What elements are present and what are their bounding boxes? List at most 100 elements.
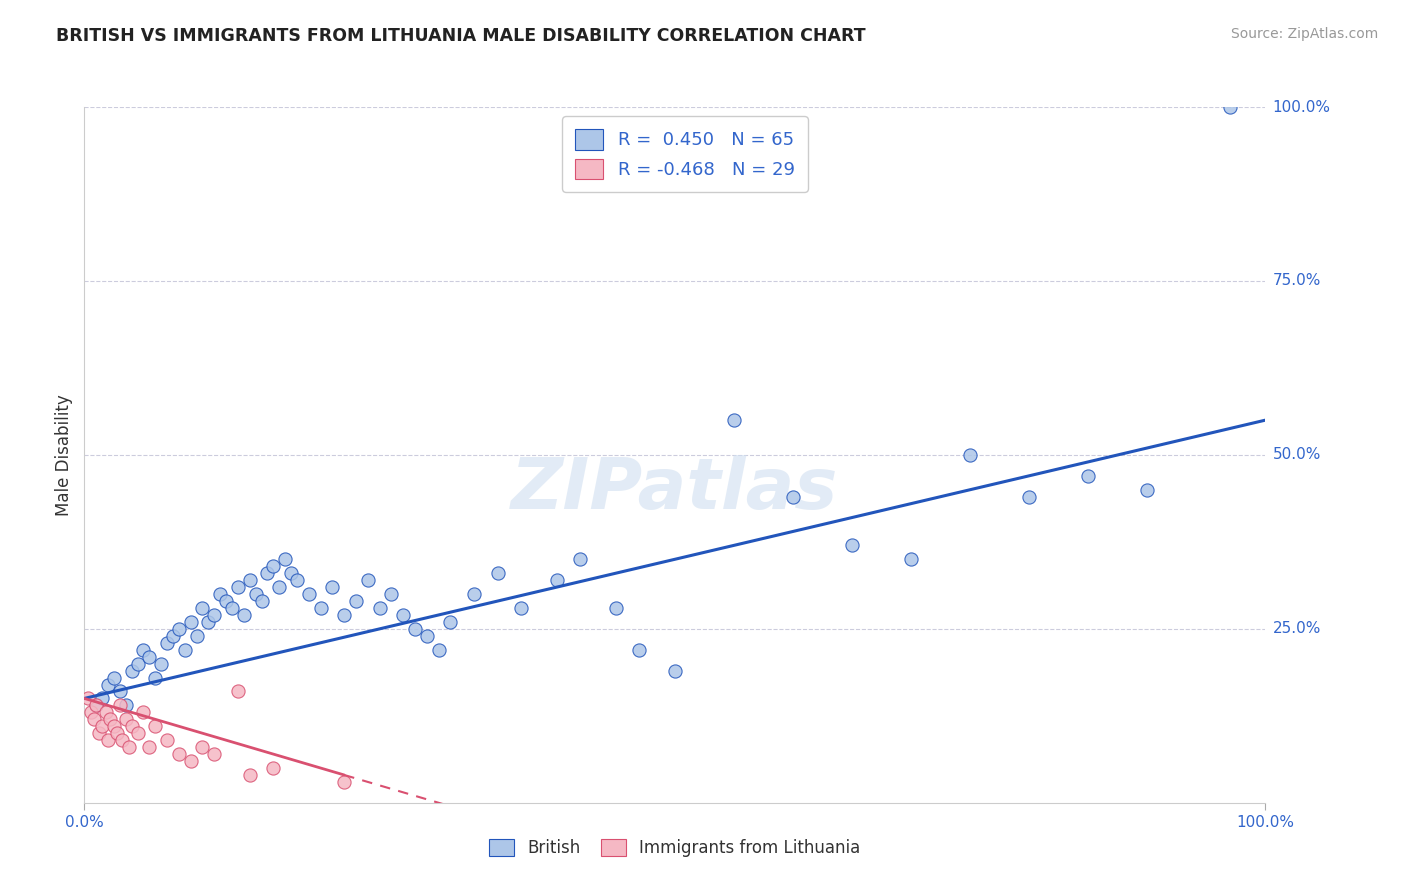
Point <box>569 552 592 566</box>
Point <box>392 607 415 622</box>
Point <box>121 719 143 733</box>
Text: 50.0%: 50.0% <box>1272 448 1320 462</box>
Point <box>84 698 107 713</box>
Point <box>245 587 267 601</box>
Point <box>486 566 509 581</box>
Point <box>298 587 321 601</box>
Point <box>180 615 202 629</box>
Point <box>280 566 302 581</box>
Point <box>197 615 219 629</box>
Point <box>344 594 367 608</box>
Point <box>333 607 356 622</box>
Point <box>215 594 238 608</box>
Point <box>114 712 136 726</box>
Point <box>191 740 214 755</box>
Point <box>239 768 262 782</box>
Point <box>269 580 291 594</box>
Point <box>959 448 981 462</box>
Point <box>333 775 356 789</box>
Legend: British, Immigrants from Lithuania: British, Immigrants from Lithuania <box>482 832 868 864</box>
Point <box>900 552 922 566</box>
Point <box>309 601 332 615</box>
Point <box>91 719 114 733</box>
Point <box>173 642 195 657</box>
Point <box>321 580 343 594</box>
Point <box>427 642 450 657</box>
Point <box>262 761 284 775</box>
Point <box>111 733 134 747</box>
Point <box>605 601 627 615</box>
Point <box>1018 490 1040 504</box>
Point <box>782 490 804 504</box>
Point <box>180 754 202 768</box>
Y-axis label: Male Disability: Male Disability <box>55 394 73 516</box>
Point <box>127 726 149 740</box>
Text: ZIPatlas: ZIPatlas <box>512 455 838 524</box>
Point <box>156 636 179 650</box>
Point <box>94 706 117 720</box>
Point <box>841 538 863 552</box>
Point <box>357 573 380 587</box>
Point <box>664 664 686 678</box>
Point <box>250 594 273 608</box>
Point <box>439 615 461 629</box>
Text: Source: ZipAtlas.com: Source: ZipAtlas.com <box>1230 27 1378 41</box>
Point <box>138 649 160 664</box>
Point <box>232 607 254 622</box>
Point <box>108 684 131 698</box>
Point <box>368 601 391 615</box>
Point <box>262 559 284 574</box>
Point <box>143 719 166 733</box>
Point <box>91 691 114 706</box>
Text: 75.0%: 75.0% <box>1272 274 1320 288</box>
Point <box>239 573 262 587</box>
Point <box>285 573 308 587</box>
Point <box>404 622 426 636</box>
Point <box>723 413 745 427</box>
Point <box>202 607 225 622</box>
Text: 100.0%: 100.0% <box>1272 100 1330 114</box>
Point <box>98 712 121 726</box>
Point <box>108 698 131 713</box>
Point <box>97 677 120 691</box>
Point <box>80 706 103 720</box>
Point <box>132 706 155 720</box>
Point <box>628 642 651 657</box>
Point <box>416 629 439 643</box>
Point <box>1077 468 1099 483</box>
Point <box>1219 100 1241 114</box>
Point <box>226 684 249 698</box>
Point <box>162 629 184 643</box>
Point <box>380 587 402 601</box>
Point <box>84 698 107 713</box>
Point <box>132 642 155 657</box>
Point <box>226 580 249 594</box>
Point <box>87 726 110 740</box>
Point <box>191 601 214 615</box>
Point <box>221 601 243 615</box>
Point <box>118 740 141 755</box>
Point <box>256 566 278 581</box>
Point <box>107 726 129 740</box>
Point <box>274 552 297 566</box>
Point <box>97 733 120 747</box>
Point <box>121 664 143 678</box>
Text: BRITISH VS IMMIGRANTS FROM LITHUANIA MALE DISABILITY CORRELATION CHART: BRITISH VS IMMIGRANTS FROM LITHUANIA MAL… <box>56 27 866 45</box>
Point <box>103 671 125 685</box>
Text: 25.0%: 25.0% <box>1272 622 1320 636</box>
Point <box>138 740 160 755</box>
Point <box>167 622 190 636</box>
Point <box>167 747 190 761</box>
Point <box>1136 483 1159 497</box>
Point <box>156 733 179 747</box>
Point <box>77 691 100 706</box>
Point <box>546 573 568 587</box>
Point <box>143 671 166 685</box>
Point <box>186 629 208 643</box>
Point <box>209 587 232 601</box>
Point <box>463 587 485 601</box>
Point <box>510 601 533 615</box>
Point <box>83 712 105 726</box>
Point <box>202 747 225 761</box>
Point <box>114 698 136 713</box>
